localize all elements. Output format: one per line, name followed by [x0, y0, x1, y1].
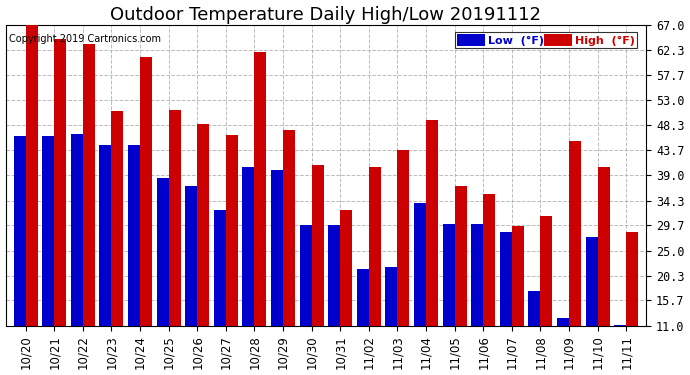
Bar: [614, 325, 627, 326]
Bar: [242, 167, 255, 326]
Bar: [197, 124, 209, 326]
Bar: [128, 146, 140, 326]
Bar: [557, 318, 569, 326]
Bar: [368, 167, 381, 326]
Bar: [500, 232, 512, 326]
Bar: [471, 224, 483, 326]
Bar: [426, 120, 438, 326]
Bar: [386, 267, 397, 326]
Bar: [71, 134, 83, 326]
Legend: Low  (°F), High  (°F): Low (°F), High (°F): [455, 32, 638, 48]
Bar: [483, 194, 495, 326]
Bar: [99, 146, 111, 326]
Bar: [185, 186, 197, 326]
Bar: [598, 167, 609, 326]
Bar: [455, 186, 466, 326]
Bar: [26, 25, 37, 326]
Bar: [569, 141, 581, 326]
Bar: [271, 170, 283, 326]
Bar: [442, 224, 455, 326]
Bar: [357, 269, 368, 326]
Bar: [255, 52, 266, 326]
Bar: [529, 291, 540, 326]
Bar: [540, 216, 553, 326]
Bar: [586, 237, 598, 326]
Bar: [283, 130, 295, 326]
Bar: [14, 136, 26, 326]
Bar: [157, 178, 168, 326]
Text: Copyright 2019 Cartronics.com: Copyright 2019 Cartronics.com: [9, 34, 161, 44]
Bar: [168, 110, 181, 326]
Bar: [55, 39, 66, 326]
Bar: [397, 150, 409, 326]
Bar: [414, 203, 426, 326]
Bar: [312, 165, 324, 326]
Bar: [140, 57, 152, 326]
Bar: [627, 232, 638, 326]
Bar: [111, 111, 124, 326]
Bar: [340, 210, 352, 326]
Bar: [299, 225, 312, 326]
Bar: [328, 225, 340, 326]
Bar: [42, 136, 55, 326]
Bar: [226, 135, 238, 326]
Bar: [214, 210, 226, 326]
Title: Outdoor Temperature Daily High/Low 20191112: Outdoor Temperature Daily High/Low 20191…: [110, 6, 542, 24]
Bar: [512, 226, 524, 326]
Bar: [83, 44, 95, 326]
